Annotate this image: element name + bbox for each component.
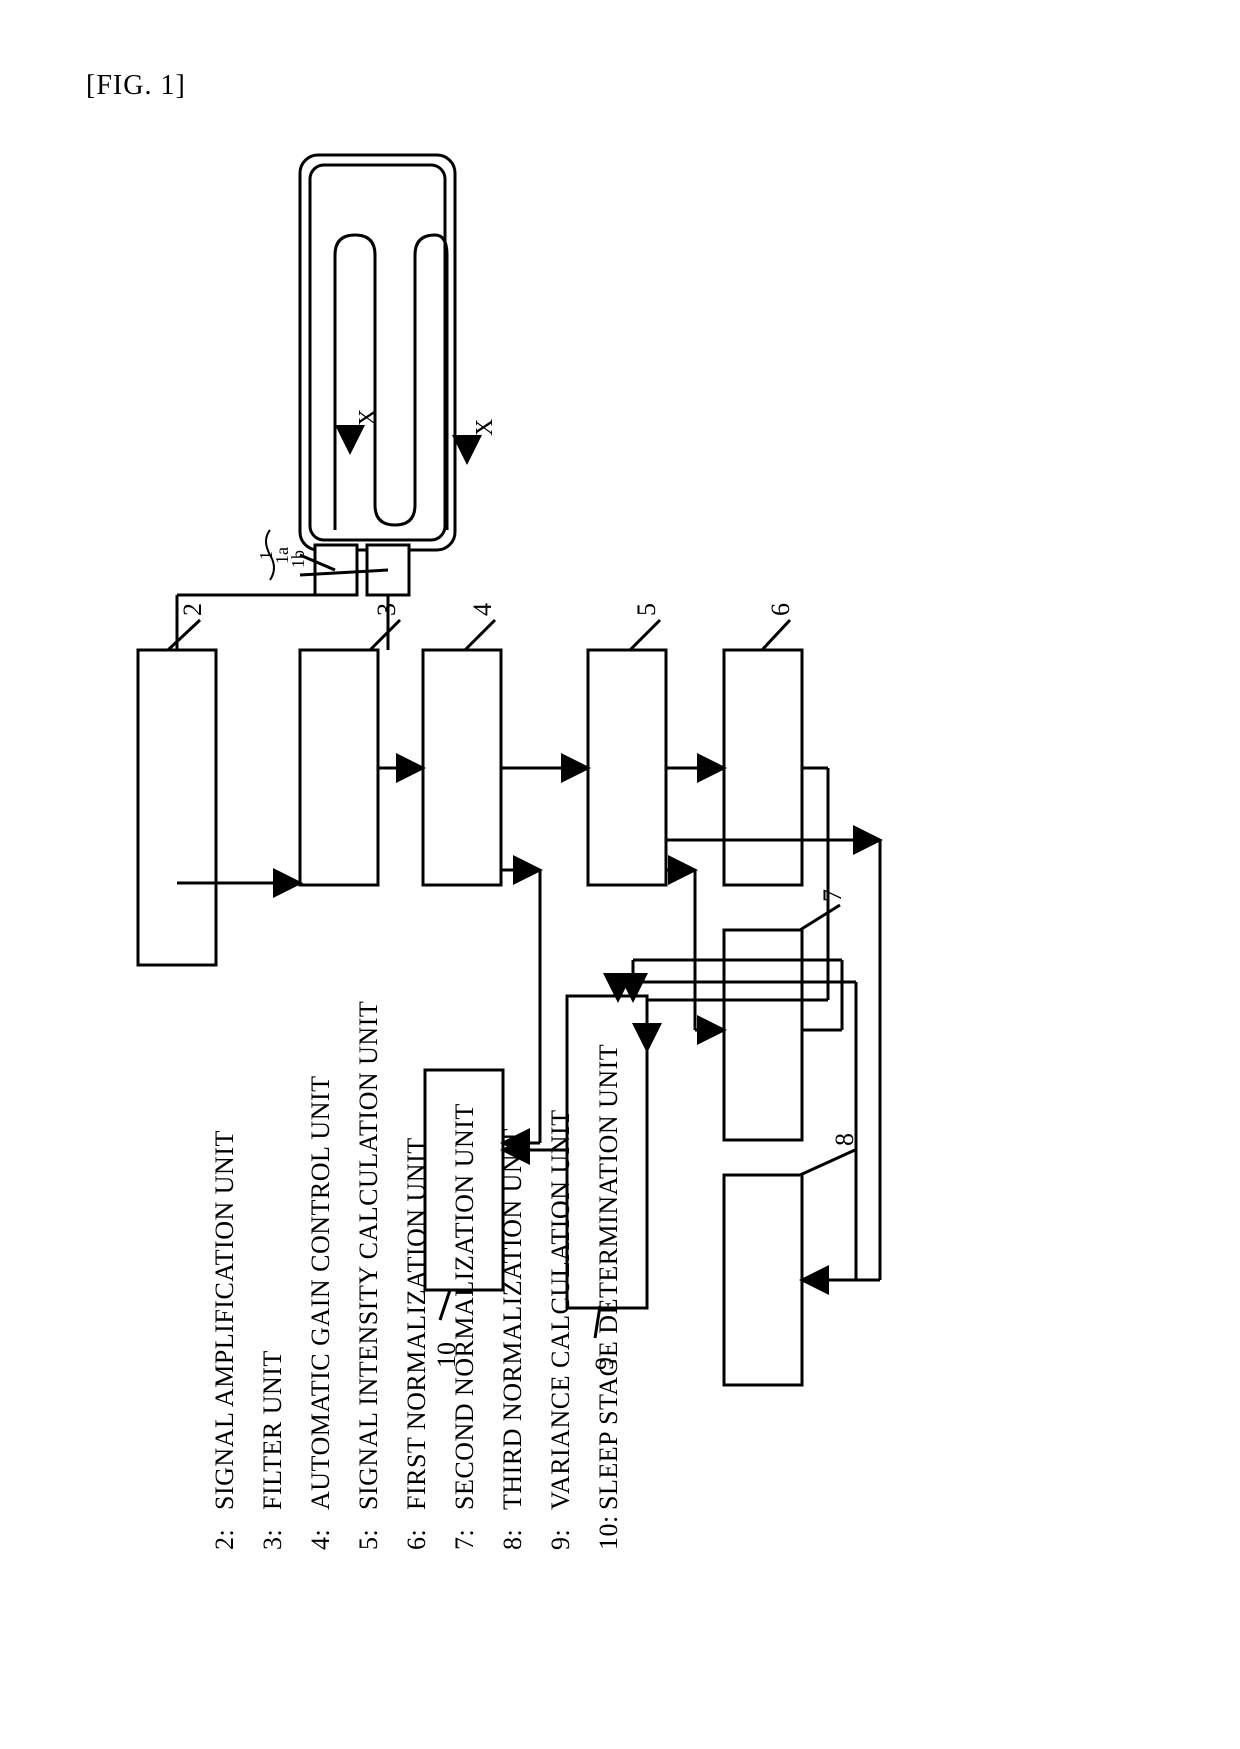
label-7: 7	[818, 889, 848, 902]
label-8: 8	[830, 1133, 860, 1146]
legend-text: FIRST NORMALIZATION UNIT	[402, 1137, 432, 1510]
legend-text: SLEEP STAGE DETERMINATION UNIT	[594, 1044, 624, 1510]
legend-num: 10:	[594, 1515, 624, 1550]
legend-num: 2:	[210, 1529, 240, 1550]
label-4: 4	[468, 603, 498, 616]
legend-text: AUTOMATIC GAIN CONTROL UNIT	[306, 1075, 336, 1510]
legend-num: 3:	[258, 1529, 288, 1550]
label-3: 3	[372, 603, 402, 616]
legend-text: VARIANCE CALCULATION UNIT	[546, 1109, 576, 1510]
label-x2: X	[472, 419, 499, 436]
legend-num: 9:	[546, 1529, 576, 1550]
legend-num: 6:	[402, 1529, 432, 1550]
label-x1: X	[355, 409, 382, 426]
legend-text: SECOND NORMALIZATION UNIT	[450, 1103, 480, 1510]
label-5: 5	[632, 603, 662, 616]
legend-text: THIRD NORMALIZATION UNIT	[498, 1128, 528, 1510]
legend-text: SIGNAL INTENSITY CALCULATION UNIT	[354, 1001, 384, 1510]
label-6: 6	[766, 603, 796, 616]
label-2: 2	[178, 603, 208, 616]
legend-num: 8:	[498, 1529, 528, 1550]
legend-text: FILTER UNIT	[258, 1350, 288, 1510]
legend-text: SIGNAL AMPLIFICATION UNIT	[210, 1130, 240, 1510]
legend-num: 7:	[450, 1529, 480, 1550]
label-1b: 1b	[288, 550, 309, 568]
legend-num: 5:	[354, 1529, 384, 1550]
legend-num: 4:	[306, 1529, 336, 1550]
